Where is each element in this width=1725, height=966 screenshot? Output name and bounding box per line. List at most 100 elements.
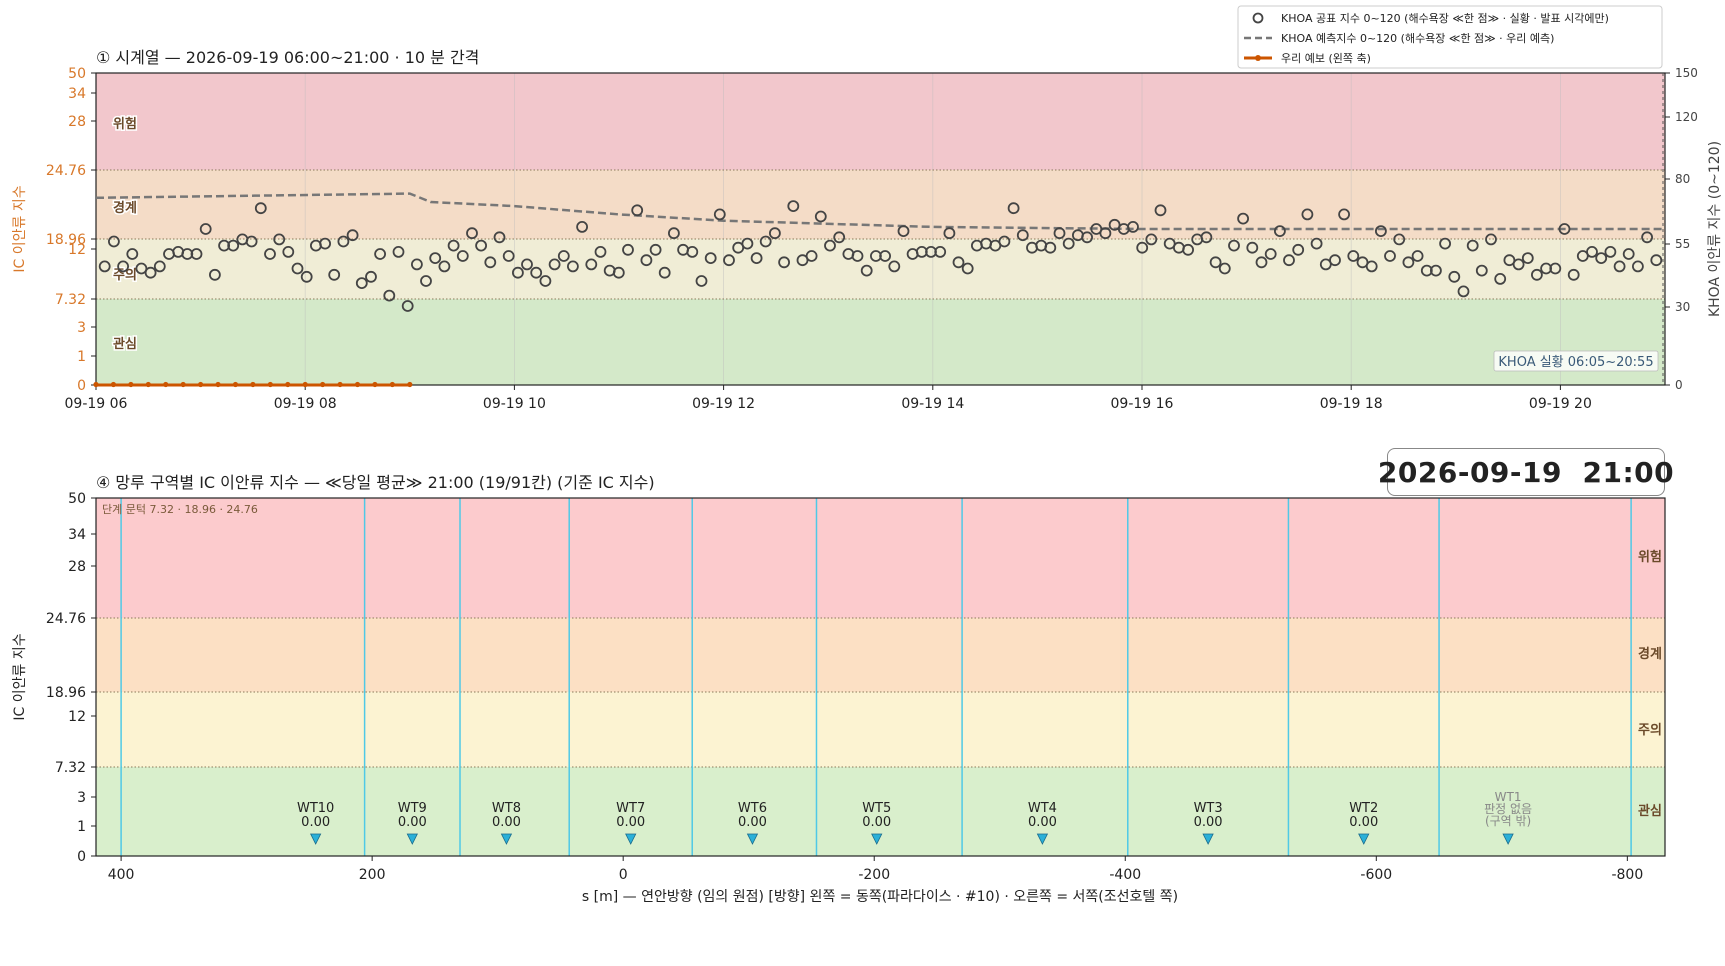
khoa-observation-point xyxy=(291,262,304,275)
khoa-observation-point xyxy=(1622,248,1635,260)
khoa-observation-point xyxy=(1402,256,1415,269)
khoa-observation-point xyxy=(814,210,827,223)
bottom-zone-band xyxy=(96,767,1665,856)
top-y2-tick-label: 120 xyxy=(1675,110,1698,124)
bottom-y-tick-label: 12 xyxy=(68,709,86,725)
khoa-observation-point xyxy=(521,258,533,271)
khoa-observation-point xyxy=(438,260,451,273)
khoa-observation-point xyxy=(897,225,910,238)
khoa-observation-point xyxy=(612,266,625,279)
khoa-observation-point xyxy=(337,235,350,248)
bottom-zone-label: 관심 xyxy=(1638,803,1662,819)
timestamp-text: 2026-09-19 21:00 xyxy=(1377,455,1675,489)
khoa-observation-point xyxy=(594,245,607,258)
top-chart-title: ① 시계열 — 2026-09-19 06:00~21:00 · 10 분 간격 xyxy=(96,48,479,67)
khoa-observation-point xyxy=(1081,231,1093,244)
khoa-observation-point xyxy=(1347,250,1360,262)
khoa-observation-point xyxy=(466,227,478,240)
khoa-observation-point xyxy=(1264,248,1277,260)
khoa-observation-point xyxy=(851,250,864,262)
our-forecast-point xyxy=(302,381,308,388)
tower-value: 0.00 xyxy=(1349,815,1378,830)
khoa-observation-point xyxy=(1007,202,1020,215)
khoa-observation-point xyxy=(649,243,662,256)
top-y-tick-label: 24.76 xyxy=(46,163,86,179)
legend-entry-khoa-observed: KHOA 공표 지수 0~120 (해수욕장 ≪한 점≫ · 실황 · 발표 시… xyxy=(1281,11,1609,25)
khoa-observation-point xyxy=(1531,268,1543,281)
bottom-y-axis-label: IC 이안류 지수 xyxy=(12,633,28,720)
top-x-tick-label: 09-19 08 xyxy=(274,396,337,412)
khoa-observation-point xyxy=(1439,237,1451,250)
khoa-observation-point xyxy=(420,275,432,287)
top-y2-tick-label: 55 xyxy=(1675,237,1690,251)
our-forecast-point xyxy=(407,381,413,388)
tower-value: 0.00 xyxy=(1194,815,1223,830)
legend-marker-circle-icon xyxy=(1252,12,1264,24)
legend-entry-our-forecast: 우리 예보 (왼쪽 축) xyxy=(1281,51,1371,65)
khoa-observation-point xyxy=(1228,239,1240,252)
our-forecast-point xyxy=(250,381,256,388)
khoa-observation-point xyxy=(1127,220,1139,233)
khoa-observation-point xyxy=(567,260,579,273)
khoa-observation-point xyxy=(943,227,956,240)
khoa-observation-point xyxy=(1503,254,1516,267)
khoa-observation-point xyxy=(557,250,570,262)
tower-marker-icon xyxy=(746,833,759,845)
khoa-observation-point xyxy=(787,200,800,213)
khoa-observation-point xyxy=(410,258,423,271)
khoa-observation-point xyxy=(108,235,120,248)
khoa-observation-point xyxy=(1420,264,1433,277)
bottom-y-tick-label: 0 xyxy=(77,849,86,865)
khoa-observation-point xyxy=(1292,243,1305,256)
khoa-observation-point xyxy=(153,260,166,273)
tower-marker-icon xyxy=(310,833,322,845)
bottom-x-tick-label: 200 xyxy=(359,867,386,883)
khoa-observation-point xyxy=(227,239,240,252)
khoa-observation-point xyxy=(1448,270,1461,283)
khoa-observation-point xyxy=(1255,256,1268,269)
khoa-observation-point xyxy=(1393,233,1406,246)
khoa-observation-point xyxy=(934,245,947,258)
khoa-observation-point xyxy=(1053,227,1066,240)
khoa-observation-point xyxy=(833,231,846,244)
top-y-tick-label: 50 xyxy=(68,66,86,82)
khoa-observation-point xyxy=(300,270,313,283)
khoa-observation-point xyxy=(346,229,359,242)
tower-name: WT8 xyxy=(492,801,521,816)
khoa-observation-point xyxy=(512,266,524,279)
khoa-observation-point xyxy=(1099,227,1112,240)
tower-value: 0.00 xyxy=(1028,815,1057,830)
khoa-observation-point xyxy=(1613,260,1626,273)
legend-marker-dot-icon xyxy=(1255,55,1261,61)
top-x-tick-label: 09-19 16 xyxy=(1111,396,1174,412)
khoa-observation-point xyxy=(1430,264,1442,277)
khoa-observation-point xyxy=(1218,262,1231,275)
bottom-zone-label: 위험 xyxy=(1638,549,1662,565)
tower-name: WT7 xyxy=(616,801,645,816)
tower-marker-icon xyxy=(871,833,883,845)
khoa-observation-point xyxy=(998,235,1011,248)
khoa-observation-point xyxy=(1154,204,1167,217)
top-x-tick-label: 09-19 20 xyxy=(1529,396,1592,412)
khoa-observation-point xyxy=(1338,208,1350,221)
tower-name: WT6 xyxy=(738,801,767,816)
khoa-observation-point xyxy=(493,231,506,244)
khoa-observation-point xyxy=(1016,229,1029,242)
tower-value: 판정 없음 xyxy=(1484,802,1532,816)
our-forecast-point xyxy=(180,381,186,388)
top-y-tick-label: 18.96 xyxy=(46,232,86,248)
khoa-observation-point xyxy=(640,254,653,267)
tower-name: WT3 xyxy=(1194,801,1223,816)
our-forecast-point xyxy=(163,381,169,388)
top-y-tick-label: 7.32 xyxy=(55,292,86,308)
our-forecast-point xyxy=(232,381,239,388)
khoa-observation-point xyxy=(1521,252,1534,265)
our-forecast-point xyxy=(320,381,326,388)
tower-marker-icon xyxy=(1502,833,1514,845)
khoa-observation-point xyxy=(401,300,414,312)
our-forecast-point xyxy=(285,381,291,388)
khoa-observation-point xyxy=(1136,241,1149,254)
bottom-y-tick-label: 18.96 xyxy=(46,685,86,701)
top-zone-labels: 관심 주의 경계 위험 xyxy=(112,115,139,354)
khoa-observation-point xyxy=(475,239,488,252)
